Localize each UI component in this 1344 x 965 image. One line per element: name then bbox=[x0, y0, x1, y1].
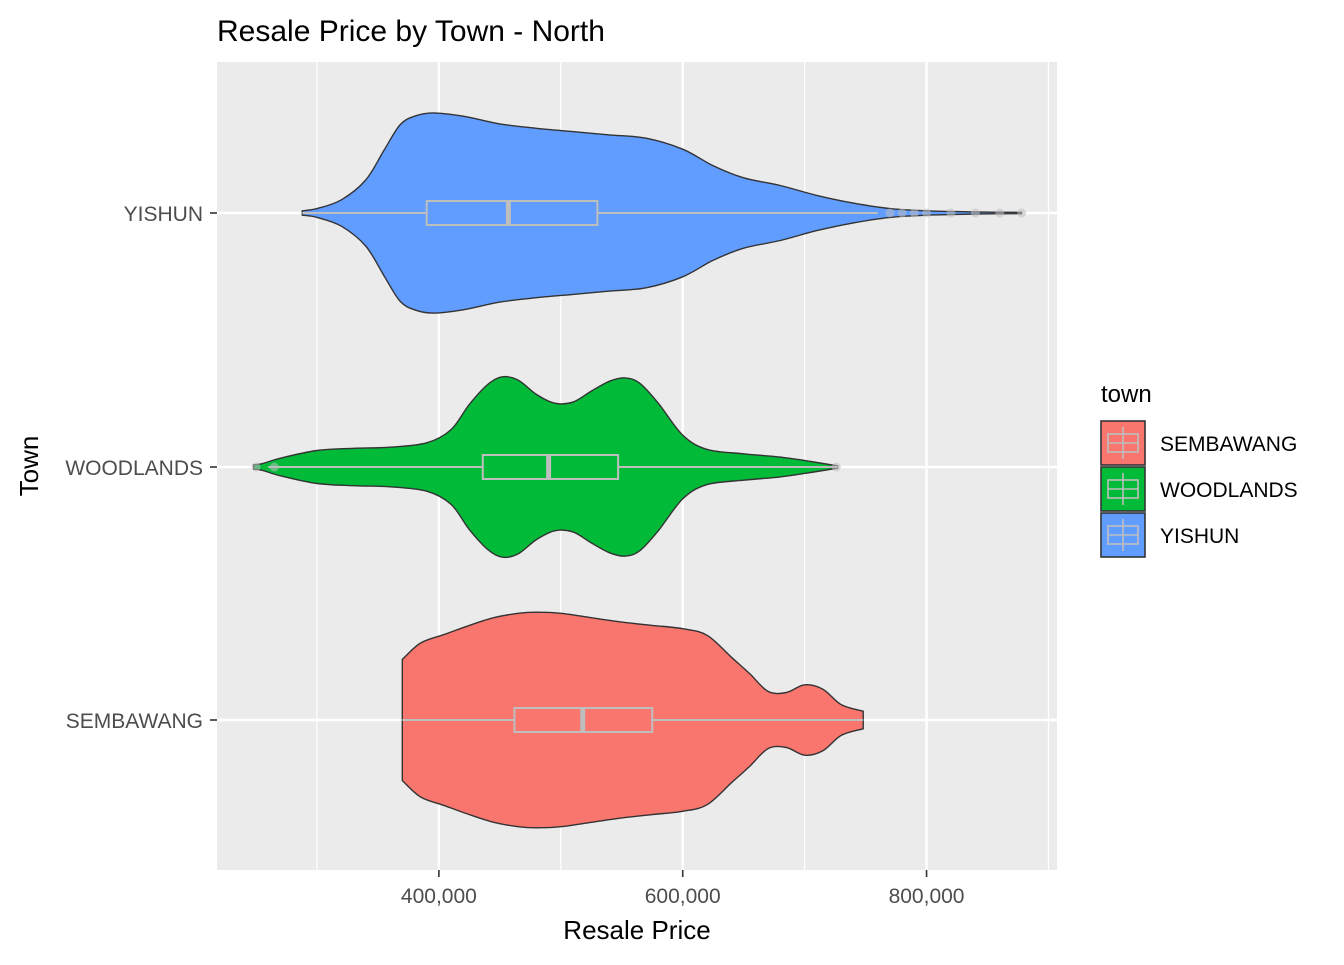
outlier-point bbox=[897, 208, 907, 218]
violin-sembawang bbox=[401, 611, 864, 829]
axes: 400,000 600,000 800,000 SEMBAWANG WOODLANDS Y… bbox=[65, 203, 964, 908]
outlier-point bbox=[885, 208, 895, 218]
x-axis-title: Resale Price bbox=[563, 915, 710, 945]
legend: town SEMBAWANG WOODLANDS YISHUN bbox=[1100, 381, 1298, 558]
outlier-point bbox=[946, 208, 956, 218]
boxplots bbox=[251, 200, 1027, 733]
outlier-point bbox=[970, 208, 980, 218]
y-tick-label: SEMBAWANG bbox=[66, 710, 203, 733]
box-yishun bbox=[425, 200, 599, 226]
legend-label: SEMBAWANG bbox=[1160, 433, 1297, 456]
outlier-point bbox=[251, 462, 261, 472]
y-axis-title: Town bbox=[14, 436, 44, 497]
legend-title: town bbox=[1101, 381, 1152, 408]
outlier-point bbox=[831, 462, 841, 472]
x-tick-label: 600,000 bbox=[645, 885, 721, 908]
legend-label: YISHUN bbox=[1160, 525, 1239, 548]
legend-label: WOODLANDS bbox=[1160, 479, 1298, 502]
y-tick-label: WOODLANDS bbox=[65, 457, 203, 480]
outlier-point bbox=[909, 208, 919, 218]
y-tick-label: YISHUN bbox=[124, 203, 203, 226]
outlier-point bbox=[922, 208, 932, 218]
outlier-point bbox=[1017, 208, 1027, 218]
x-tick-label: 800,000 bbox=[889, 885, 965, 908]
outlier-point bbox=[995, 208, 1005, 218]
outlier-point bbox=[269, 462, 279, 472]
x-tick-label: 400,000 bbox=[401, 885, 477, 908]
chart-title: Resale Price by Town - North bbox=[217, 15, 605, 48]
